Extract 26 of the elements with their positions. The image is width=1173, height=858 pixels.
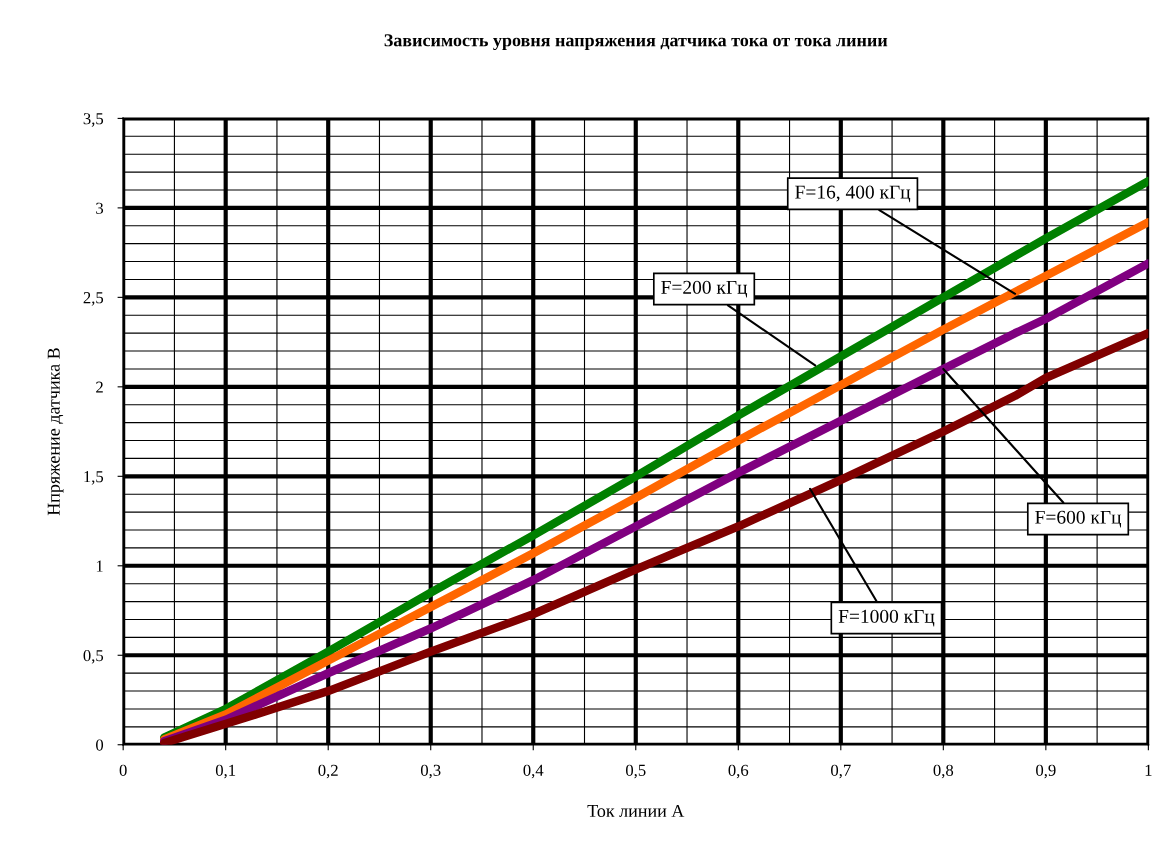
- annotation: F=16, 400 кГц: [795, 185, 911, 203]
- y-tick-label: 2,5: [83, 292, 104, 306]
- y-tick-label: 2: [96, 381, 103, 393]
- x-tick-label: 0,9: [1036, 764, 1056, 779]
- x-tick-label: 0,5: [625, 764, 646, 779]
- y-tick-label: 0,5: [83, 649, 104, 664]
- x-tick-label: 1: [1145, 764, 1152, 776]
- y-tick-label: 3: [96, 202, 104, 214]
- annotation: F=1000 кГц: [838, 609, 935, 627]
- x-tick-label: 0,7: [831, 764, 851, 779]
- x-tick-label: 0,1: [215, 764, 236, 779]
- y-tick-label: 3,5: [83, 113, 104, 127]
- annotation: F=200 кГц: [661, 280, 748, 298]
- x-tick-label: 0,6: [728, 764, 749, 779]
- x-tick-label: 0,4: [523, 764, 544, 779]
- y-tick-label: 0: [96, 739, 104, 751]
- y-tick-label: 1,5: [84, 471, 104, 485]
- x-tick-label: 0,8: [933, 764, 954, 779]
- x-tick-label: 0: [119, 764, 127, 776]
- y-tick-label: 1: [96, 560, 103, 572]
- x-axis-title: Ток линии А: [587, 804, 685, 818]
- x-tick-label: 0,2: [318, 764, 338, 779]
- annotation: F=600 кГц: [1035, 510, 1122, 528]
- y-axis-title: Нпряжение датчика В: [47, 348, 64, 516]
- chart-title: Зависимость уровня напряжения датчика тока от тока линии: [384, 34, 888, 51]
- x-tick-label: 0,3: [420, 764, 441, 779]
